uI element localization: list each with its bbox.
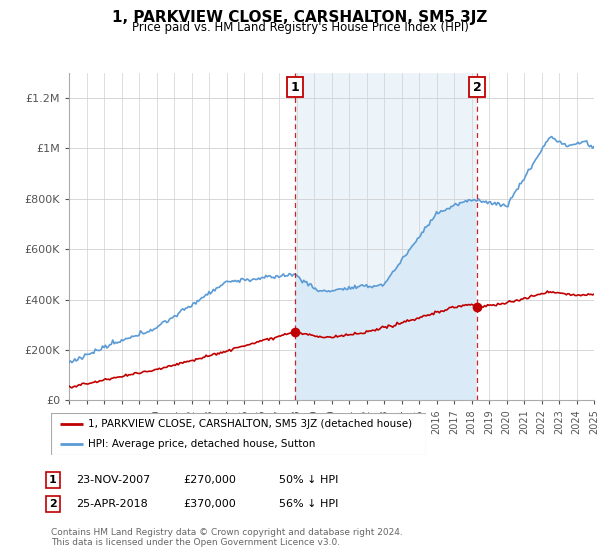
Text: Price paid vs. HM Land Registry's House Price Index (HPI): Price paid vs. HM Land Registry's House … — [131, 21, 469, 34]
Text: 56% ↓ HPI: 56% ↓ HPI — [279, 499, 338, 509]
Text: 50% ↓ HPI: 50% ↓ HPI — [279, 475, 338, 485]
Text: 1: 1 — [290, 81, 299, 94]
Text: 2: 2 — [473, 81, 482, 94]
Text: £270,000: £270,000 — [183, 475, 236, 485]
Text: 1, PARKVIEW CLOSE, CARSHALTON, SM5 3JZ: 1, PARKVIEW CLOSE, CARSHALTON, SM5 3JZ — [112, 10, 488, 25]
Text: 23-NOV-2007: 23-NOV-2007 — [76, 475, 151, 485]
Text: This data is licensed under the Open Government Licence v3.0.: This data is licensed under the Open Gov… — [51, 538, 340, 547]
Text: HPI: Average price, detached house, Sutton: HPI: Average price, detached house, Sutt… — [89, 439, 316, 449]
Text: £370,000: £370,000 — [183, 499, 236, 509]
Text: 2: 2 — [49, 499, 56, 509]
Text: Contains HM Land Registry data © Crown copyright and database right 2024.: Contains HM Land Registry data © Crown c… — [51, 528, 403, 536]
Text: 1, PARKVIEW CLOSE, CARSHALTON, SM5 3JZ (detached house): 1, PARKVIEW CLOSE, CARSHALTON, SM5 3JZ (… — [89, 419, 413, 430]
Text: 25-APR-2018: 25-APR-2018 — [76, 499, 148, 509]
Text: 1: 1 — [49, 475, 56, 485]
